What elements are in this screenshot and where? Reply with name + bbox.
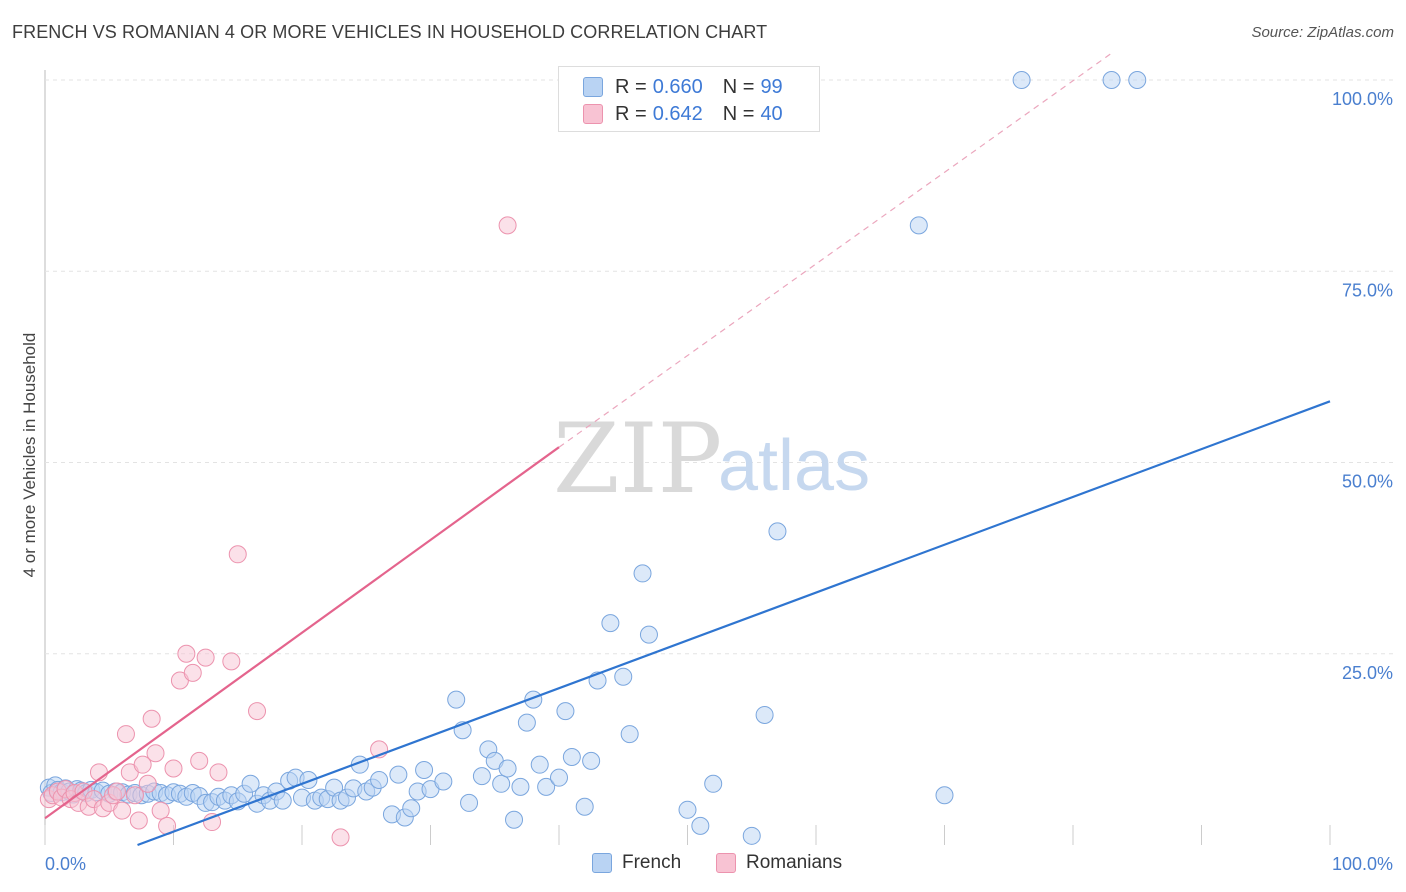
y-tick-label: 50.0% — [1342, 472, 1393, 492]
french-point — [935, 786, 954, 805]
french-point — [241, 774, 260, 793]
french-point — [370, 770, 389, 789]
romanian-point — [228, 545, 247, 564]
romanian-point — [331, 828, 350, 847]
x-tick-label: 100.0% — [1332, 854, 1393, 874]
french-point — [755, 705, 774, 724]
romanian-point — [142, 709, 161, 728]
french-point — [768, 522, 787, 541]
romanian-point — [177, 644, 196, 663]
french-point — [742, 826, 761, 845]
french-point — [402, 799, 421, 818]
french-point — [582, 751, 601, 770]
romanian-point — [113, 801, 132, 820]
romanian-point — [107, 782, 126, 801]
romanian-point — [116, 725, 135, 744]
legend-item-romanians[interactable]: Romanians — [716, 852, 842, 874]
romanian-point — [498, 216, 517, 235]
legend-n-value: 99 — [760, 75, 783, 98]
trend-lines — [44, 52, 1331, 847]
legend-n-label: N = — [722, 102, 755, 125]
french-point — [511, 777, 530, 796]
legend-row-french: R = 0.660 N = 99 — [583, 74, 783, 100]
x-tick-labels: 0.0% 100.0% — [45, 854, 1393, 874]
french-point — [299, 770, 318, 789]
french-point — [633, 564, 652, 583]
romanian-point — [190, 751, 209, 770]
legend-r-label: R = — [615, 75, 647, 98]
french-point — [614, 667, 633, 686]
legend-row-romanians: R = 0.642 N = 40 — [583, 101, 783, 127]
french-swatch — [592, 853, 612, 873]
stats-legend: R = 0.660 N = 99 R = 0.642 N = 40 — [558, 66, 820, 132]
legend-n-label: N = — [722, 75, 755, 98]
watermark: ZIP atlas — [553, 403, 870, 515]
legend-label-french: French — [622, 852, 682, 873]
legend-r-value: 0.642 — [652, 102, 703, 125]
legend-r-label: R = — [615, 102, 647, 125]
french-point — [909, 216, 928, 235]
french-point — [1012, 71, 1031, 89]
french-point — [601, 614, 620, 633]
source-label: Source: ZipAtlas.com — [1251, 24, 1394, 41]
romanian-point — [151, 801, 170, 820]
chart-title: FRENCH VS ROMANIAN 4 OR MORE VEHICLES IN… — [12, 22, 768, 42]
watermark-atlas: atlas — [718, 426, 870, 506]
series-legend: French Romanians — [0, 852, 1406, 878]
romanian-point — [133, 755, 152, 774]
french-point — [562, 748, 581, 767]
y-tick-label: 75.0% — [1342, 280, 1393, 300]
french-point — [550, 768, 568, 787]
french-point — [415, 761, 434, 780]
romanian-point — [248, 702, 267, 721]
french-point — [691, 816, 710, 835]
french-point — [556, 702, 575, 721]
french-point — [530, 755, 549, 774]
french-swatch — [583, 77, 603, 97]
romanians-swatch — [716, 853, 736, 873]
romanian-point — [146, 744, 165, 763]
french-trendline — [137, 400, 1331, 847]
romanian-point — [125, 786, 144, 805]
french-point — [620, 725, 639, 744]
y-tick-label: 100.0% — [1332, 89, 1393, 109]
romanian-point — [209, 763, 228, 782]
french-point — [505, 810, 524, 829]
legend-item-french[interactable]: French — [592, 852, 681, 874]
romanian-point — [129, 811, 148, 830]
y-tick-label: 25.0% — [1342, 663, 1393, 683]
french-point — [389, 765, 408, 784]
french-point — [1128, 71, 1147, 89]
french-point — [575, 797, 594, 816]
french-point — [472, 767, 491, 786]
french-point — [460, 793, 479, 812]
y-tick-labels: 25.0% 50.0% 75.0% 100.0% — [1332, 89, 1393, 683]
french-point — [1102, 71, 1121, 89]
legend-label-romanians: Romanians — [746, 852, 843, 873]
french-point — [273, 791, 292, 810]
romanian-point — [164, 759, 183, 778]
french-point — [447, 690, 466, 709]
x-tick-label: 0.0% — [45, 854, 86, 874]
romanians-swatch — [583, 104, 603, 124]
french-point — [517, 713, 536, 732]
grid-lines — [44, 70, 1395, 845]
french-point — [434, 772, 453, 791]
legend-r-value: 0.660 — [652, 75, 703, 98]
romanian-trendline-extension — [558, 52, 1112, 448]
french-point — [678, 800, 697, 819]
french-point — [704, 774, 723, 793]
french-point — [639, 625, 658, 644]
romanian-trendline — [44, 446, 560, 820]
french-point — [492, 774, 511, 793]
french-point — [537, 777, 556, 796]
romanian-point — [138, 774, 157, 793]
romanian-point — [222, 652, 241, 671]
french-point — [498, 759, 517, 778]
watermark-zip: ZIP — [553, 403, 722, 515]
romanian-point — [183, 663, 202, 682]
romanian-point — [196, 648, 215, 667]
legend-n-value: 40 — [760, 102, 783, 125]
